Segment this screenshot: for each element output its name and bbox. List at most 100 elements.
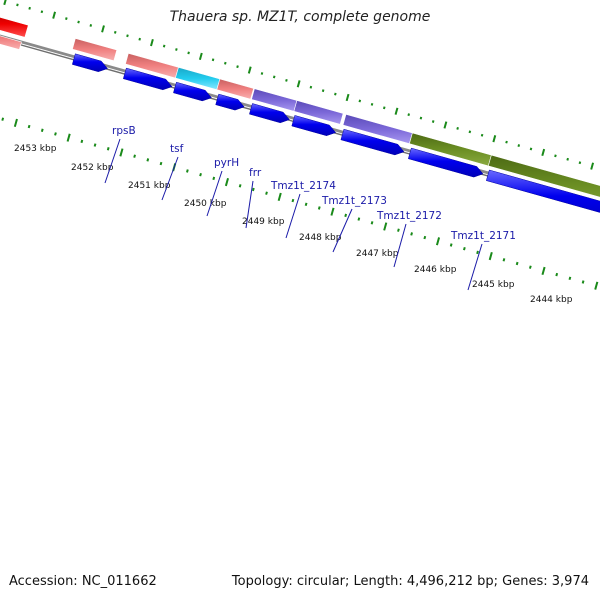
tick-mark [431, 120, 435, 123]
tick-mark [3, 0, 7, 6]
map-title: Thauera sp. MZ1T, complete genome [169, 9, 431, 25]
kbp-label: 2446 kbp [414, 265, 457, 275]
tick-mark [296, 80, 301, 88]
kbp-label: 2448 kbp [299, 233, 342, 243]
tick-mark [541, 148, 546, 157]
tick-mark [77, 20, 80, 24]
tick-mark [330, 207, 335, 216]
tick-mark [568, 276, 572, 281]
gene-label-leader [285, 193, 301, 239]
tick-mark [370, 221, 374, 225]
tick-mark [28, 6, 31, 10]
tick-mark [419, 116, 423, 120]
tick-mark [581, 280, 585, 284]
tick-mark [65, 17, 68, 21]
kbp-label: 2447 kbp [356, 249, 399, 259]
tick-mark [260, 72, 264, 75]
tick-mark [93, 143, 97, 147]
tick-mark [133, 154, 136, 158]
tick-mark [285, 78, 288, 82]
gene-label-leader [332, 208, 353, 253]
tick-mark [488, 251, 493, 261]
gene-label-leader [104, 138, 121, 184]
tick-mark [468, 130, 472, 134]
feature-block-olive [487, 154, 600, 198]
cds-arrow [340, 128, 405, 156]
tick-mark [272, 75, 276, 79]
gene-label-leader [206, 170, 223, 217]
tick-mark [126, 34, 129, 38]
cds-track [71, 53, 600, 213]
tick-mark [1, 117, 5, 121]
tick-mark [344, 213, 348, 218]
tick-mark [370, 102, 374, 106]
tick-mark [16, 3, 19, 7]
tick-mark [476, 250, 479, 255]
tick-mark [27, 124, 31, 129]
feature-block-purple [293, 100, 344, 125]
tick-mark [410, 232, 413, 236]
tick-mark [236, 65, 239, 69]
tick-mark [159, 161, 163, 166]
tick-mark [435, 237, 441, 246]
tick-mark [211, 58, 215, 62]
gene-label: pyrH [214, 157, 239, 169]
tick-mark [277, 192, 282, 202]
tick-mark [106, 147, 110, 151]
tick-mark [40, 10, 44, 14]
kbp-label: 2450 kbp [184, 199, 227, 209]
gene-label-leader [245, 180, 254, 229]
tick-mark [383, 222, 388, 231]
tick-mark [224, 61, 227, 65]
tick-mark [321, 89, 325, 93]
gene-label: Tmz1t_2174 [270, 180, 336, 192]
gene-label-leader [393, 223, 407, 268]
inner-tick-track [1, 117, 599, 290]
tick-mark [175, 48, 178, 51]
tick-mark [357, 217, 361, 221]
tick-mark [423, 235, 427, 240]
tick-mark [66, 133, 71, 142]
tick-mark [382, 106, 386, 110]
outer-tick-track [3, 0, 595, 170]
tick-mark [407, 113, 411, 117]
cds-arrow [122, 67, 173, 91]
tick-mark [456, 126, 459, 130]
tick-mark [449, 243, 453, 247]
gene-label: frr [249, 167, 262, 179]
tick-mark [150, 38, 154, 47]
gene-label: Tmz1t_2173 [321, 195, 387, 207]
cds-arrow [485, 169, 600, 213]
tick-mark [345, 93, 350, 102]
tick-mark [187, 51, 190, 55]
tick-mark [555, 272, 559, 277]
cds-arrow [173, 81, 212, 102]
tick-mark [54, 132, 57, 136]
tick-mark [212, 176, 216, 181]
cds-arrow [215, 93, 245, 111]
tick-mark [198, 52, 203, 60]
tick-mark [89, 24, 93, 27]
gene-label: rpsB [112, 125, 136, 137]
tick-mark [502, 258, 506, 262]
tick-mark [443, 121, 448, 129]
tick-mark [590, 162, 595, 170]
genome-summary: Topology: circular; Length: 4,496,212 bp… [231, 574, 589, 589]
feature-block-red [0, 16, 29, 38]
cds-arrow [71, 53, 108, 72]
tick-mark [566, 157, 569, 161]
tick-mark [247, 66, 252, 74]
tick-mark [291, 198, 295, 203]
tick-mark [528, 265, 532, 269]
tick-mark [317, 206, 321, 210]
tick-mark [334, 92, 337, 96]
tick-mark [578, 161, 582, 165]
cds-arrow [407, 147, 484, 178]
tick-mark [251, 187, 255, 192]
gene-label: Tmz1t_2172 [376, 210, 442, 222]
gene-label: tsf [170, 143, 184, 155]
kbp-label: 2453 kbp [14, 144, 57, 154]
tick-mark [463, 246, 466, 251]
tick-mark [101, 25, 105, 33]
